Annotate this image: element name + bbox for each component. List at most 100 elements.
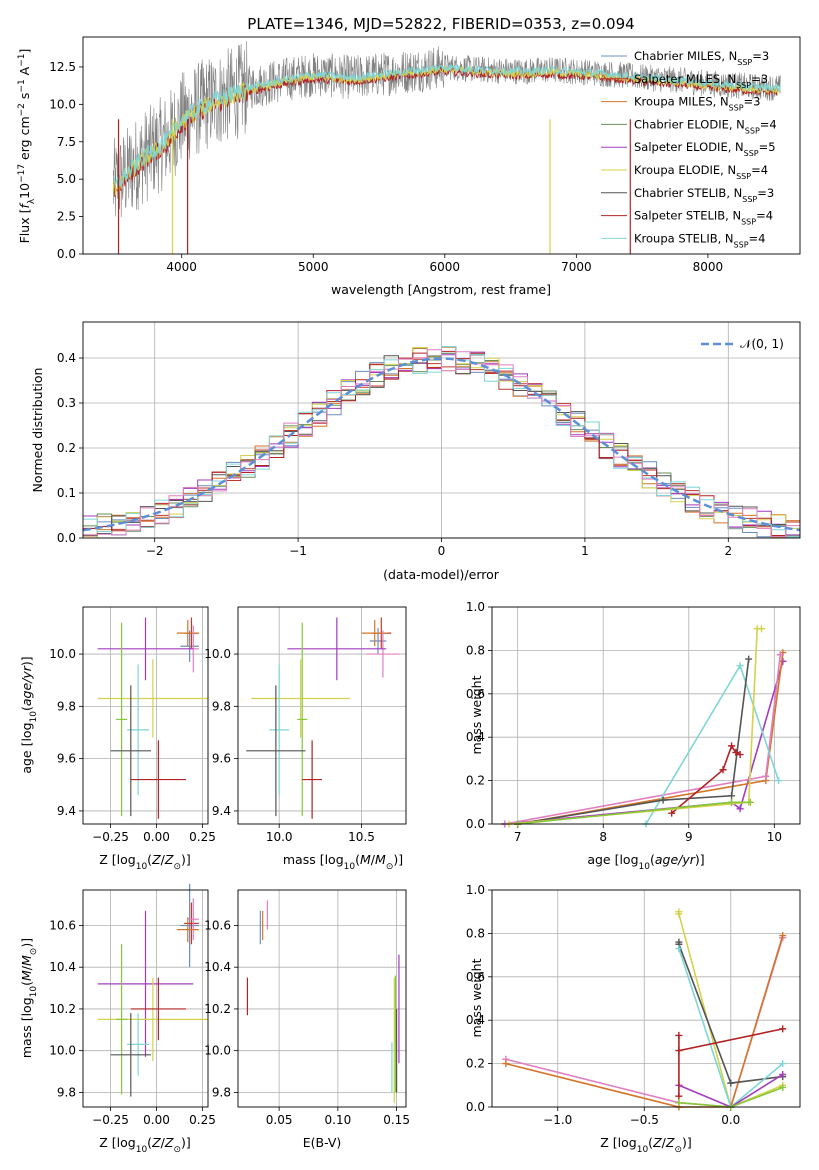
figure-title: PLATE=1346, MJD=52822, FIBERID=0353, z=0… — [247, 15, 634, 33]
label-part: −1 — [17, 79, 27, 92]
y-tick-label: 0.2 — [466, 774, 485, 788]
y-tick-label: 0.4 — [466, 730, 485, 744]
legend-label: Kroupa MILES, NSSP=3 — [634, 95, 760, 113]
weight-marker — [779, 1060, 787, 1068]
hist-plot — [83, 346, 800, 538]
weight-marker — [779, 657, 787, 665]
label-part: Z — [164, 852, 174, 867]
label-part: Z — [164, 1135, 174, 1150]
label-part: / — [371, 852, 376, 867]
spectrum-axes: 4000 5000 6000 7000 8000 0.0 2.5 5.0 7.5 10.0 12.5 — [49, 60, 723, 274]
label-part: / — [161, 1135, 166, 1150]
label-part: )] — [19, 938, 34, 948]
label-part: 10 — [29, 986, 39, 998]
y-tick-label: 12.5 — [49, 60, 76, 74]
label-part: Normed distribution — [30, 368, 45, 493]
legend-part: Salpeter MILES, N — [634, 72, 736, 86]
y-tick-label: 10.0 — [49, 1044, 76, 1058]
x-tick-label: 10.5 — [348, 830, 375, 844]
legend-label: Salpeter MILES, NSSP=3 — [634, 72, 768, 90]
label-part: )] — [181, 1135, 191, 1150]
weight-marker — [779, 932, 787, 940]
weight-marker — [762, 772, 770, 780]
y-tick-label: 10.0 — [204, 647, 231, 661]
y-tick-label: 0.4 — [57, 351, 76, 365]
x-tick-label: 0.05 — [266, 1113, 293, 1127]
x-tick-label: −0.25 — [92, 830, 129, 844]
label-part: )] — [393, 852, 403, 867]
age-vs-mass-xlabel: mass [log10(M/M⊙)] — [283, 852, 403, 872]
label-part: M — [19, 970, 34, 981]
residuals-frame — [82, 321, 801, 539]
x-tick-label: 7000 — [561, 260, 592, 274]
weight-marker — [719, 766, 727, 774]
age-vs-mass-plot — [246, 617, 400, 819]
x-tick-label: 1 — [581, 544, 589, 558]
label-part: M — [360, 852, 371, 867]
legend-part: Kroupa STELIB, N — [634, 231, 734, 245]
mass-vs-z-plot — [97, 883, 208, 1097]
spectrum-ylabel: Flux [fλ10−17 erg cm−2 s−1 A−1] — [17, 49, 37, 244]
label-part: ( — [355, 852, 360, 867]
y-tick-label: 10.4 — [204, 960, 231, 974]
label-part: 10 — [637, 1145, 649, 1155]
legend-part: =3 — [751, 72, 768, 86]
x-tick-label: −1 — [289, 544, 307, 558]
y-tick-label: 10.6 — [49, 918, 76, 932]
label-part: ⊙ — [173, 862, 181, 872]
age-vs-mass-frame — [237, 606, 407, 825]
x-tick-label: 0 — [438, 544, 446, 558]
weight-vs-z-frame — [491, 889, 801, 1108]
weight-marker — [675, 1031, 683, 1039]
weight-marker — [746, 798, 754, 806]
x-tick-label: 0.25 — [189, 830, 216, 844]
y-tick-label: 0.2 — [57, 441, 76, 455]
y-tick-label: 10.0 — [49, 647, 76, 661]
x-tick-label: 0.10 — [325, 1113, 352, 1127]
y-tick-label: 0.1 — [57, 486, 76, 500]
y-tick-label: 9.8 — [57, 699, 76, 713]
y-tick-label: 9.4 — [57, 804, 76, 818]
label-part: ] — [17, 49, 32, 54]
model-spectrum-line — [113, 63, 781, 188]
x-tick-label: 7 — [514, 830, 522, 844]
legend-label: 𝒩(0, 1) — [740, 337, 784, 351]
charts-root: 4000 5000 6000 7000 80000.02.55.07.510.012.5… — [17, 36, 801, 1155]
legend-part: SSP — [729, 103, 744, 112]
x-tick-label: −0.5 — [630, 1113, 659, 1127]
mass-vs-ebv-axes: 0.05 0.10 0.15 9.8 10.0 10.2 10.4 10.6 — [204, 890, 410, 1127]
age-vs-mass-axes: 10.0 10.5 9.4 9.6 9.8 10.0 — [204, 607, 406, 844]
label-part: mass [log — [283, 852, 344, 867]
label-part: M — [375, 852, 386, 867]
y-tick-label: 0.2 — [466, 1057, 485, 1071]
legend-part: =4 — [756, 209, 773, 223]
y-tick-label: 0.0 — [466, 1100, 485, 1114]
weight-vs-age-ylabel: mass weight — [469, 675, 484, 754]
legend-part: SSP — [741, 217, 756, 226]
weight-marker — [728, 742, 736, 750]
label-part: f — [17, 203, 32, 209]
label-part: Z [log — [99, 852, 135, 867]
model-spectrum-line — [112, 64, 781, 196]
y-tick-label: 7.5 — [57, 135, 76, 149]
label-part: (data-model)/error — [383, 567, 500, 582]
weight-marker — [668, 809, 676, 817]
y-tick-label: 0.4 — [466, 1013, 485, 1027]
y-tick-label: 1.0 — [466, 600, 485, 614]
legend-part: =4 — [760, 117, 777, 131]
weight-marker — [775, 777, 783, 785]
spectrum-xlabel: wavelength [Angstrom, rest frame] — [331, 282, 551, 297]
x-tick-label: −1.0 — [543, 1113, 572, 1127]
legend-part: =5 — [759, 140, 776, 154]
y-tick-label: 10.4 — [49, 960, 76, 974]
x-tick-label: 6000 — [430, 260, 461, 274]
y-tick-label: 5.0 — [57, 172, 76, 186]
x-tick-label: −2 — [146, 544, 164, 558]
y-tick-label: 10.6 — [204, 918, 231, 932]
mass-vs-z-xlabel: Z [log10(Z/Z⊙)] — [99, 1135, 191, 1155]
y-tick-label: 0.6 — [466, 687, 485, 701]
weight-marker — [675, 1047, 683, 1055]
label-part: age [log — [19, 722, 34, 773]
legend-part: SSP — [736, 172, 751, 181]
